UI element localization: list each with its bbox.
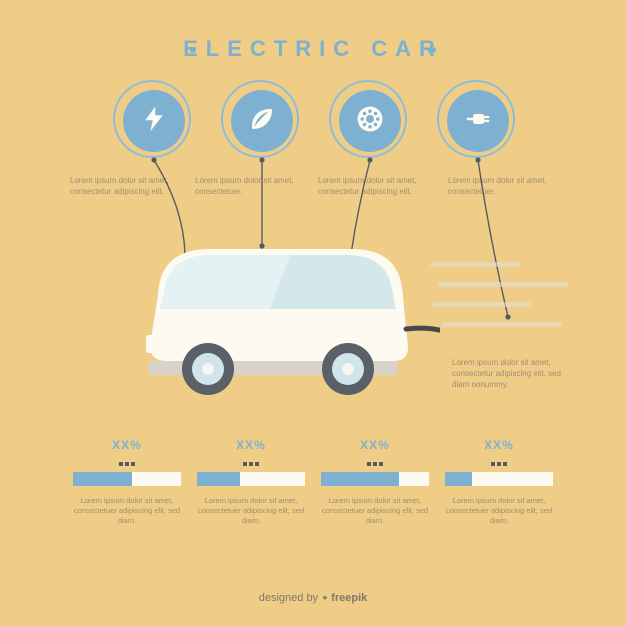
stat-2-dots — [367, 462, 383, 466]
stat-0-bar — [73, 472, 181, 486]
stat-3: XX% Lorem ipsum dolor sit amet, consectet… — [437, 438, 561, 526]
stat-3-desc: Lorem ipsum dolor sit amet, consectetuer… — [445, 496, 553, 526]
stat-1-desc: Lorem ipsum dolor sit amet, consectetuer… — [197, 496, 305, 526]
electric-van — [120, 235, 440, 395]
star-icon: ✦ — [321, 593, 331, 603]
speed-line — [430, 262, 520, 267]
van-svg — [120, 235, 440, 405]
stat-0-bar-fill — [73, 472, 132, 486]
stat-0: XX% Lorem ipsum dolor sit amet, consectet… — [65, 438, 189, 526]
footer-prefix: designed by — [259, 592, 318, 604]
stat-3-bar-fill — [445, 472, 472, 486]
stat-1-bar — [197, 472, 305, 486]
plug-callout-text: Lorem ipsum dolor sit amet, consectetur … — [452, 358, 562, 390]
stat-1-percent: XX% — [236, 438, 266, 452]
speed-line — [432, 302, 532, 307]
stat-2: XX% Lorem ipsum dolor sit amet, consectet… — [313, 438, 437, 526]
speed-line — [438, 282, 568, 287]
stats-row: XX% Lorem ipsum dolor sit amet, consectet… — [0, 438, 626, 526]
footer-brand: freepik — [331, 592, 367, 604]
stat-2-desc: Lorem ipsum dolor sit amet, consectetuer… — [321, 496, 429, 526]
stat-2-bar — [321, 472, 429, 486]
stat-1-bar-fill — [197, 472, 240, 486]
stat-1-dots — [243, 462, 259, 466]
speed-line — [442, 322, 562, 327]
stat-3-bar — [445, 472, 553, 486]
stat-0-percent: XX% — [112, 438, 142, 452]
stat-0-dots — [119, 462, 135, 466]
stat-1: XX% Lorem ipsum dolor sit amet, consectet… — [189, 438, 313, 526]
infographic-canvas: ELECTRIC CAR Lorem ipsum dolor sit amet,… — [0, 0, 626, 626]
stat-3-percent: XX% — [484, 438, 514, 452]
stat-2-percent: XX% — [360, 438, 390, 452]
stat-0-desc: Lorem ipsum dolor sit amet, consectetuer… — [73, 496, 181, 526]
stat-2-bar-fill — [321, 472, 399, 486]
stat-3-dots — [491, 462, 507, 466]
footer-credit: designed by ✦ freepik — [0, 592, 626, 604]
